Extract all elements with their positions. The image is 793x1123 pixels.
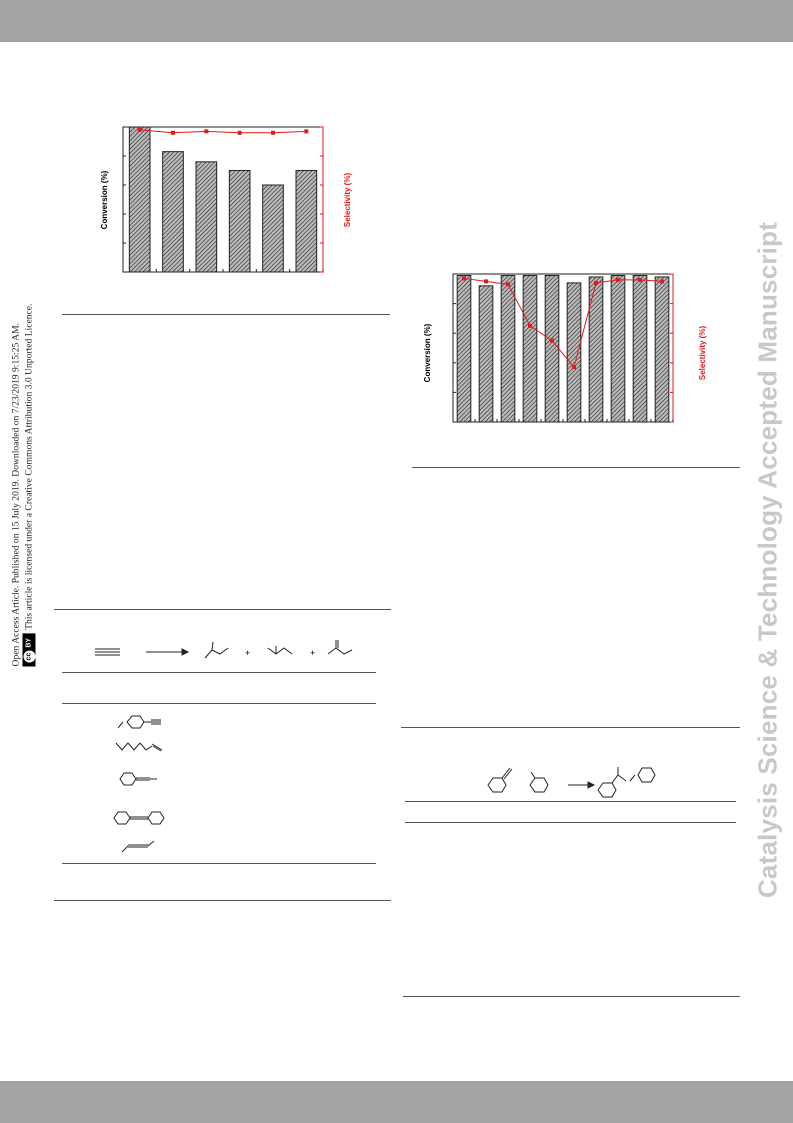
substrate-1-octyne [115,742,163,752]
chart-1-bar [228,170,251,273]
chart-1-selectivity-line [139,129,307,134]
chart-2-selectivity-point [462,276,466,281]
chart-2-selectivity-point [594,280,598,285]
chart-1: Conversion (%) Selectivity (%) [100,126,352,273]
plus-sign-1: + [245,648,250,658]
chart-2-bar [544,274,560,423]
chart-1-selectivity-point [204,129,209,134]
journal-watermark: Catalysis Science & Technology Accepted … [752,221,783,899]
chart-1-bar [262,184,284,273]
chart-1-selectivity-point [171,130,175,135]
chart-2-selectivity-line [463,277,663,369]
product-1 [204,641,229,659]
chart-2-bar [500,274,516,423]
product-2 [267,646,293,655]
table-1-header-bottom-rule [62,703,376,704]
cc-by-badge[interactable]: cc BY [22,633,36,667]
table-1-scheme: + + [95,640,353,659]
chart-1-selectivity-point [137,127,142,132]
chart-1-y2label: Selectivity (%) [343,173,352,228]
table-1-top-rule [54,609,391,610]
table-2-top-rule [401,727,740,728]
chart-1-frame [122,126,324,273]
chart-2-bar [632,274,648,423]
substrate-diphenylacetylene [113,811,165,825]
chart-1-bar [295,170,318,273]
chart-2-bar [456,274,472,423]
chart-2-selectivity-point [638,277,642,282]
chart-1-bar [162,151,184,273]
table-2-bottom-rule [403,996,740,997]
table-1-header-top-rule [62,672,376,673]
table-2-header-top-rule [405,801,736,802]
chart-2-selectivity-point [528,323,532,328]
chart-1-selectivity-point [271,130,275,135]
table-2-scheme [487,767,656,798]
table-2-header-bottom-rule [405,822,736,823]
chart-2-bar [654,276,670,423]
chart-2-ylabel: Conversion (%) [423,323,432,382]
chart-2-selectivity-point [660,279,664,284]
top-bar [0,0,793,42]
bottom-bar [0,1081,793,1123]
alkyne-reactant [95,648,120,656]
chart-1-selectivity-point [304,129,309,134]
chart-2-selectivity-point [572,365,576,370]
chart-2-bar [566,282,582,423]
substrate-3-hexyne [121,840,155,853]
chart-2-selectivity-point [506,282,510,287]
license-notice: Open Access Article. Published on 15 Jul… [11,304,36,667]
chart-2-selectivity-point [616,277,620,282]
substrate-4-methoxyphenylacetylene [117,715,161,729]
substrate-1-phenylpropyne [119,772,157,786]
fig-1-caption-rule [62,314,390,315]
license-line-2: This article is licensed under a Creativ… [23,303,34,630]
table-1-footnote-rule [54,900,391,901]
chart-2-bar [588,276,604,423]
chart-2-bar [478,285,494,423]
chart-2-selectivity-point [550,338,554,343]
chart-1-bar [195,161,218,273]
table-1-bottom-rule [62,863,376,864]
product-3 [327,640,353,655]
chart-1-ylabel: Conversion (%) [100,170,109,229]
fig-2-caption-rule [412,467,740,468]
chart-2-y2label: Selectivity (%) [698,326,707,381]
chart-2: Conversion (%) Selectivity (%) [423,273,707,423]
chart-2-selectivity-point [484,279,488,284]
plus-sign-2: + [310,648,315,658]
reaction-arrow [146,648,190,656]
license-line-1: Open Access Article. Published on 15 Jul… [10,322,22,667]
chart-2-bar [610,274,626,423]
chart-1-bar [128,126,151,273]
chart-1-selectivity-point [237,130,242,135]
chart-2-bar [522,274,538,423]
